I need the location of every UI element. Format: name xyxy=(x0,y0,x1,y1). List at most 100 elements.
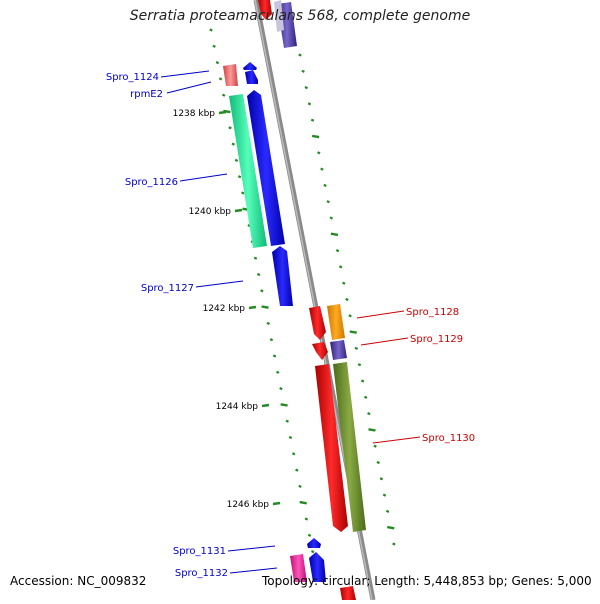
gene-spro-1128-red[interactable] xyxy=(309,306,326,340)
kbp-label: 1244 kbp xyxy=(216,402,259,412)
kbp-labels: 1238 kbp 1240 kbp 1242 kbp 1244 kbp 1246 kbp xyxy=(173,109,281,510)
tick-mark xyxy=(260,289,264,293)
tick-mark xyxy=(349,330,357,334)
tick-mark xyxy=(291,452,296,456)
tick-mark xyxy=(387,525,395,530)
tick-mark xyxy=(298,53,302,57)
tick-mark xyxy=(360,379,365,383)
label-spro-1126[interactable]: Spro_1126 xyxy=(125,177,178,188)
tick-mark xyxy=(379,477,384,481)
tick-mark xyxy=(234,158,239,162)
tick-mark xyxy=(385,509,390,513)
tick-mark xyxy=(367,412,371,416)
tick-mark xyxy=(301,69,305,73)
callout-spro-1127 xyxy=(195,280,244,288)
label-spro-1124[interactable]: Spro_1124 xyxy=(106,72,159,83)
tick-mark xyxy=(307,533,312,537)
callout-spro-1130 xyxy=(372,436,421,444)
gene-rpme2-arrow[interactable] xyxy=(243,62,257,70)
kbp-label: 1242 kbp xyxy=(203,304,246,314)
label-spro-1128[interactable]: Spro_1128 xyxy=(406,307,459,318)
callout-spro-1131 xyxy=(227,545,276,552)
tick-mark xyxy=(295,468,299,472)
tick-mark xyxy=(231,142,235,146)
tick-mark xyxy=(285,419,290,423)
gene-spro-1124[interactable] xyxy=(223,64,238,86)
gene-bottom-red[interactable] xyxy=(340,586,356,600)
tick-mark xyxy=(261,305,269,309)
tick-mark xyxy=(323,183,327,187)
tick-mark xyxy=(317,151,321,155)
gene-rpme2[interactable] xyxy=(245,70,258,84)
gene-spro-1132-arrow[interactable] xyxy=(307,538,321,548)
tick-mark xyxy=(382,493,387,497)
gene-spro-1126[interactable] xyxy=(229,94,267,248)
gene-small-red[interactable] xyxy=(312,342,328,360)
tick-mark xyxy=(338,265,343,269)
gene-spro-1126-partner[interactable] xyxy=(247,90,285,246)
gene-spro-1130-red[interactable] xyxy=(315,364,348,532)
tick-mark xyxy=(212,44,216,48)
gene-spro-1130[interactable] xyxy=(333,362,366,532)
gene-spro-1131[interactable] xyxy=(290,554,307,582)
gene-spro-1127[interactable] xyxy=(272,246,293,306)
label-spro-1127[interactable]: Spro_1127 xyxy=(141,283,194,294)
tick-mark xyxy=(253,256,258,260)
tick-mark xyxy=(373,444,377,448)
label-spro-1131[interactable]: Spro_1131 xyxy=(173,546,226,557)
tick-mark xyxy=(280,403,288,407)
tick-mark xyxy=(329,216,334,220)
genome-summary-text: Topology: circular; Length: 5,448,853 bp… xyxy=(262,574,592,588)
gene-spro-1132[interactable] xyxy=(309,552,326,582)
tick-mark xyxy=(330,232,339,237)
gene-top-lavender[interactable] xyxy=(274,0,284,32)
tick-mark xyxy=(304,517,309,521)
label-spro-1132[interactable]: Spro_1132 xyxy=(175,568,228,579)
kbp-label: 1240 kbp xyxy=(189,207,232,217)
kbp-major-tick xyxy=(218,110,227,115)
tick-mark xyxy=(288,435,293,440)
tick-mark xyxy=(320,167,324,171)
label-rpme2[interactable]: rpmE2 xyxy=(130,89,163,100)
tick-mark xyxy=(357,363,362,367)
gene-spro-1128[interactable] xyxy=(327,304,345,340)
callout-spro-1129 xyxy=(360,337,409,346)
tick-mark xyxy=(345,297,349,302)
tick-mark xyxy=(298,484,302,488)
gene-spro-1129[interactable] xyxy=(330,340,347,360)
tick-mark xyxy=(276,370,280,374)
callout-spro-1126 xyxy=(179,173,228,182)
gene-labels: Spro_1124 rpmE2 Spro_1126 Spro_1127 Spro… xyxy=(106,72,475,579)
tick-mark xyxy=(354,346,359,350)
label-spro-1130[interactable]: Spro_1130 xyxy=(422,433,475,444)
tick-mark xyxy=(272,354,277,358)
kbp-label: 1238 kbp xyxy=(173,109,216,119)
tick-mark xyxy=(326,200,330,204)
tick-mark xyxy=(299,500,307,505)
tick-mark xyxy=(310,118,315,122)
tick-mark xyxy=(256,272,261,277)
tick-mark xyxy=(221,93,226,97)
forward-strand-genes xyxy=(223,0,326,582)
tick-mark xyxy=(304,86,308,90)
tick-mark xyxy=(342,281,346,285)
tick-mark xyxy=(307,102,312,106)
label-spro-1129[interactable]: Spro_1129 xyxy=(410,334,463,345)
callout-lines xyxy=(160,70,421,574)
reverse-strand-genes xyxy=(274,0,366,600)
kbp-major-tick xyxy=(248,305,257,310)
callout-spro-1128 xyxy=(356,310,405,319)
tick-mark xyxy=(279,387,283,391)
tick-mark xyxy=(392,542,396,546)
accession-text: Accession: NC_009832 xyxy=(10,574,147,588)
tick-mark xyxy=(266,321,270,325)
tick-mark xyxy=(363,395,368,399)
kbp-major-tick xyxy=(234,208,243,213)
tick-mark xyxy=(241,191,245,195)
kbp-major-tick xyxy=(272,501,281,506)
gene-top-red[interactable] xyxy=(258,0,272,20)
kbp-label: 1246 kbp xyxy=(227,500,270,510)
tick-mark xyxy=(218,77,223,81)
